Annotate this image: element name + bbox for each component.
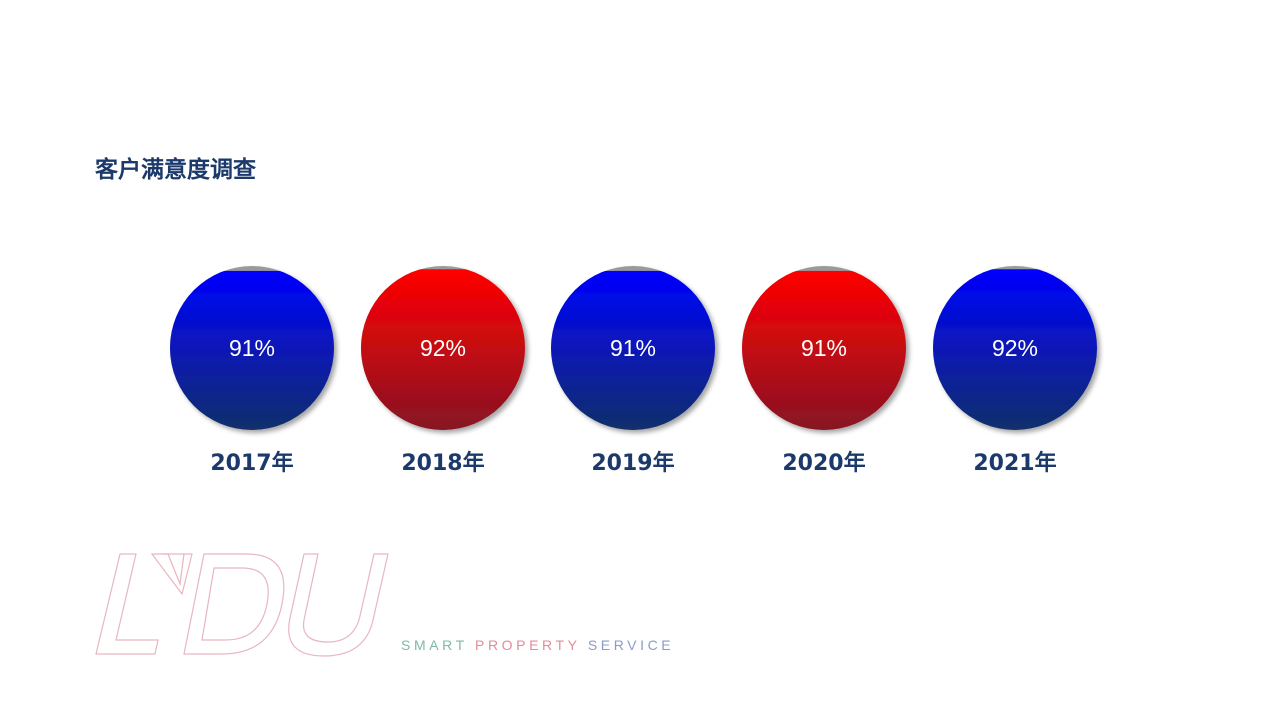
ball-fill-level <box>933 269 1097 430</box>
satisfaction-ball <box>361 266 525 430</box>
year-label: 2021年 <box>973 450 1056 476</box>
ball-fill-level <box>742 270 906 430</box>
satisfaction-ball <box>170 266 334 430</box>
satisfaction-ball <box>551 266 715 430</box>
value-label: 92% <box>992 335 1038 361</box>
satisfaction-ball <box>933 266 1097 430</box>
year-label: 2019年 <box>591 450 674 476</box>
year-label: 2018年 <box>401 450 484 476</box>
ball-fill-level <box>551 270 715 430</box>
value-label: 91% <box>610 335 656 361</box>
ball-fill-level <box>361 269 525 430</box>
page-title: 客户满意度调查 <box>95 157 256 183</box>
logo-tagline: SMART PROPERTY SERVICE <box>401 637 674 653</box>
satisfaction-ball <box>742 266 906 430</box>
ball-fill-level <box>170 270 334 430</box>
year-label: 2020年 <box>782 450 865 476</box>
value-label: 91% <box>801 335 847 361</box>
tagline-word-smart: SMART <box>401 637 468 653</box>
lvdu-logo <box>95 553 389 657</box>
year-label: 2017年 <box>210 450 293 476</box>
value-label: 92% <box>420 335 466 361</box>
value-label: 91% <box>229 335 275 361</box>
tagline-word-service: SERVICE <box>587 637 675 653</box>
tagline-word-property: PROPERTY <box>475 637 581 653</box>
